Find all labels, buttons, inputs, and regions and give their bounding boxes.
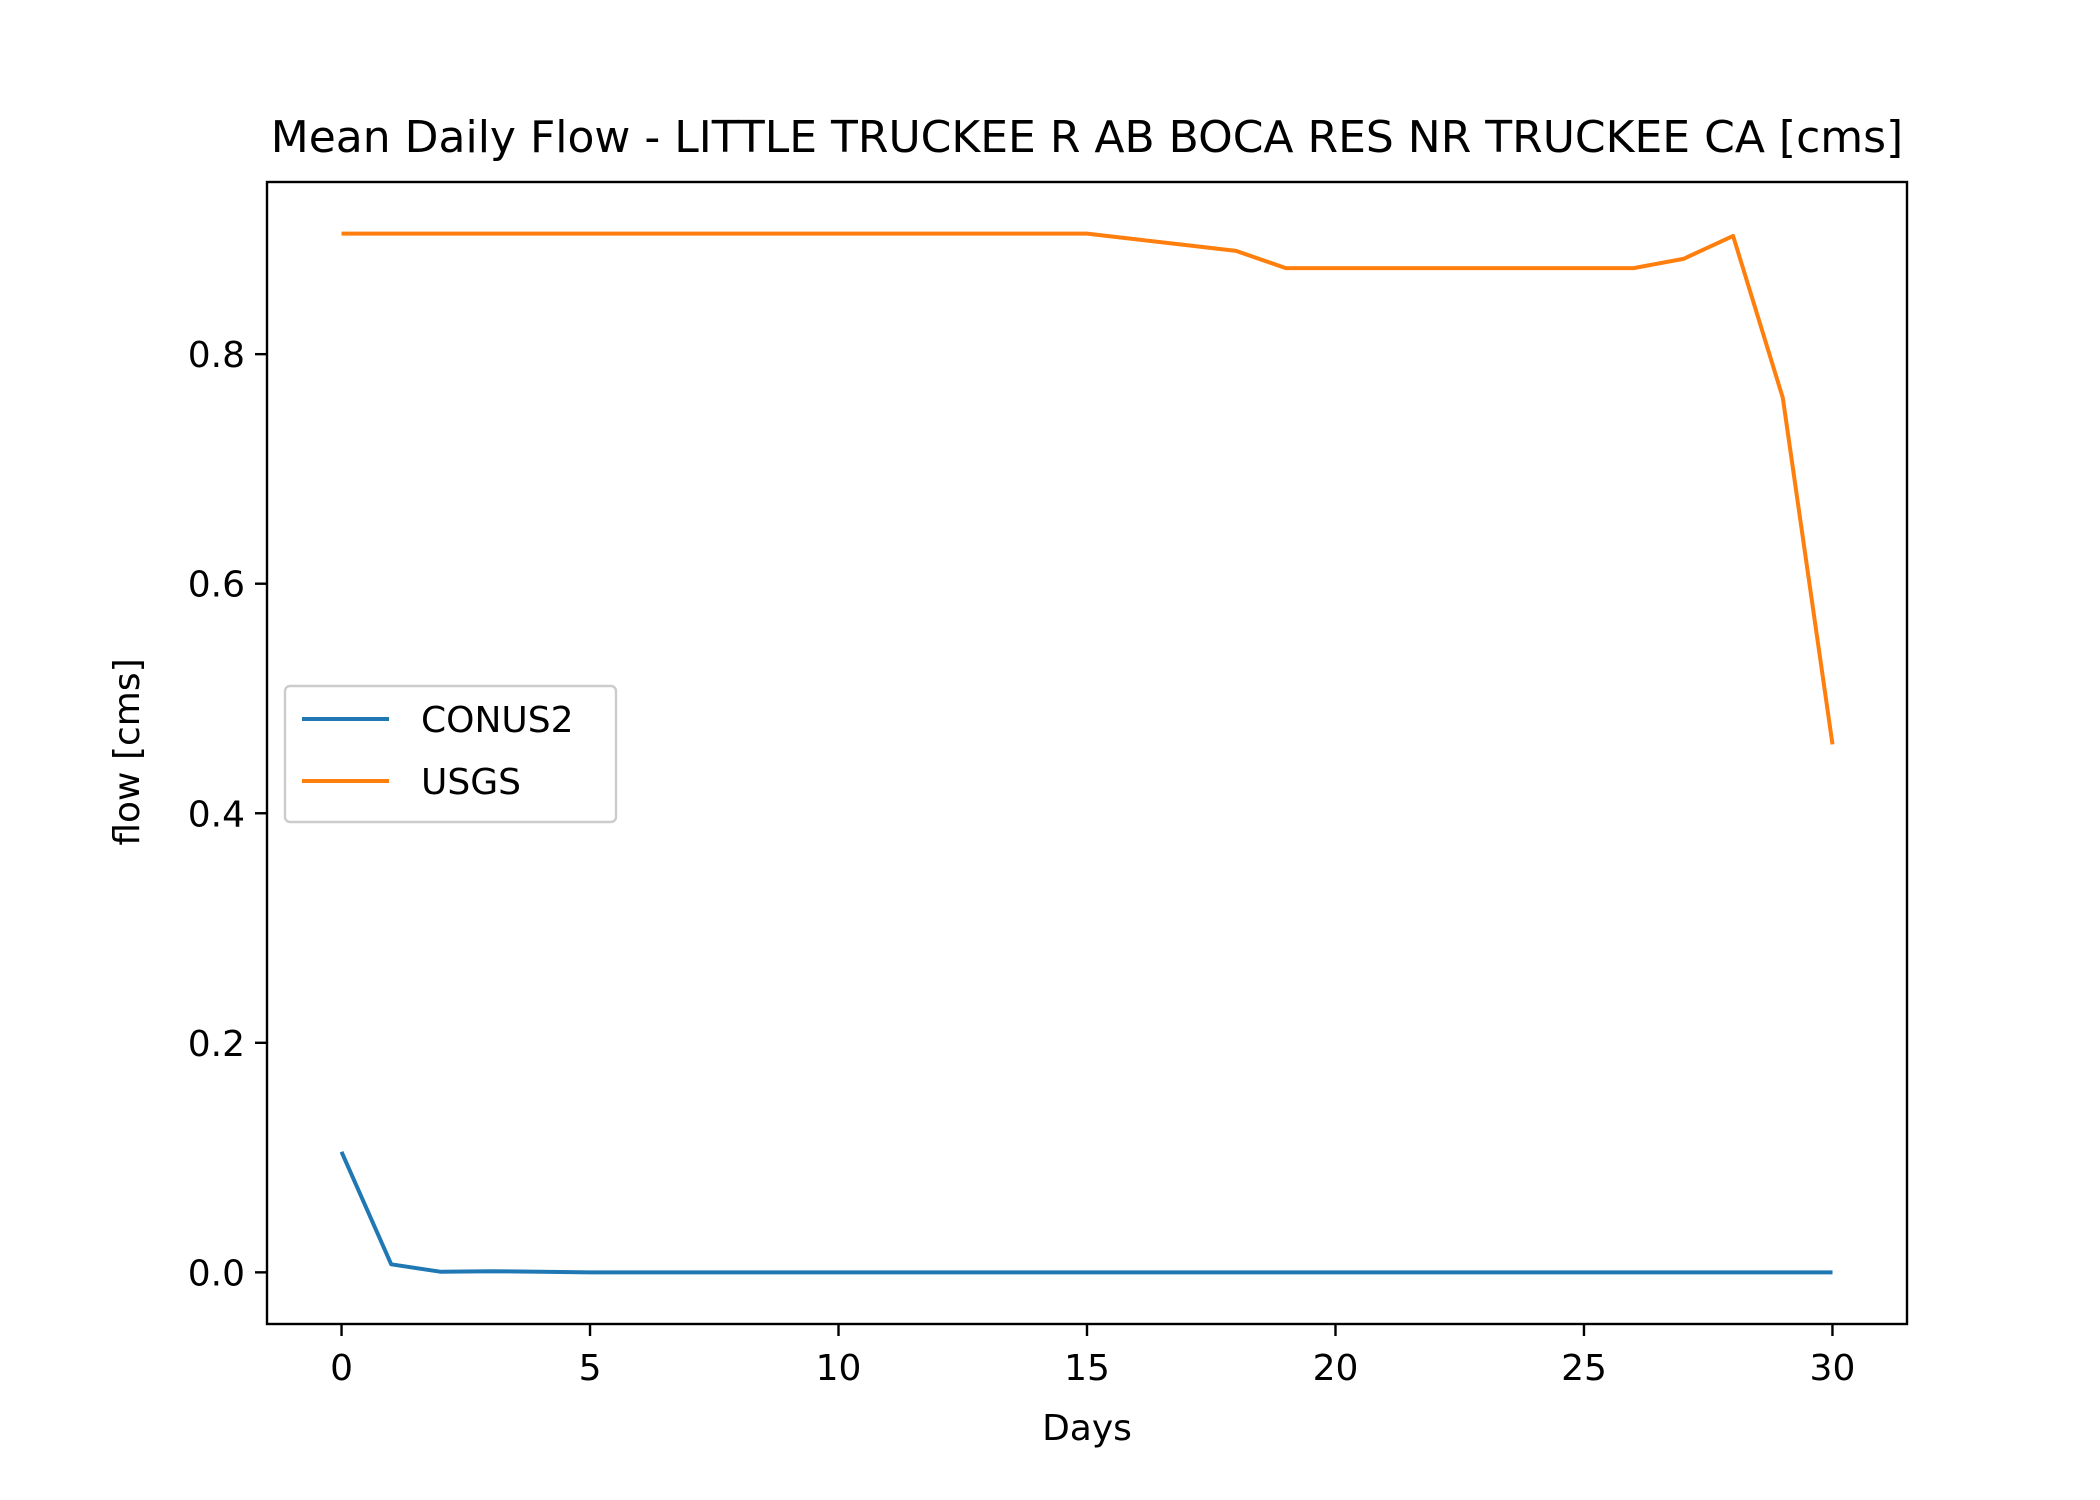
data-point	[1532, 266, 1536, 270]
data-point	[1383, 1270, 1387, 1274]
plot-area	[339, 231, 1835, 1275]
chart-title: Mean Daily Flow - LITTLE TRUCKEE R AB BO…	[271, 112, 1903, 163]
data-point	[986, 232, 990, 236]
data-point	[1532, 1270, 1536, 1274]
series-line-usgs	[341, 231, 1835, 745]
data-point	[1681, 257, 1685, 261]
data-point	[1184, 1270, 1188, 1274]
data-point	[1333, 266, 1337, 270]
data-point	[737, 232, 741, 236]
data-point	[1035, 1270, 1039, 1274]
data-point	[389, 232, 393, 236]
data-point	[1681, 1270, 1685, 1274]
x-tick-label: 0	[330, 1348, 353, 1389]
x-tick-label: 25	[1561, 1348, 1607, 1389]
data-point	[1135, 237, 1139, 241]
series-usgs	[340, 231, 1835, 746]
data-point	[1632, 1270, 1636, 1274]
data-point	[687, 1270, 691, 1274]
data-point	[837, 232, 841, 236]
data-point	[1582, 1270, 1586, 1274]
data-point	[389, 1262, 393, 1266]
data-point	[1284, 266, 1288, 270]
legend-label: CONUS2	[421, 700, 574, 741]
data-point	[489, 1269, 493, 1273]
data-point	[1035, 232, 1039, 236]
x-axis: 0 5 10 15 20 25 30	[330, 1324, 1855, 1389]
y-tick-label: 0.8	[188, 335, 245, 376]
x-tick-label: 20	[1313, 1348, 1359, 1389]
data-point	[787, 232, 791, 236]
data-point	[986, 1270, 990, 1274]
data-point	[538, 232, 542, 236]
data-point	[837, 1270, 841, 1274]
data-point	[936, 1270, 940, 1274]
data-point	[588, 1270, 592, 1274]
data-point	[538, 1270, 542, 1274]
x-tick-label: 30	[1810, 1348, 1856, 1389]
data-point	[1433, 1270, 1437, 1274]
data-point	[1333, 1270, 1337, 1274]
data-point	[737, 1270, 741, 1274]
data-point	[1582, 266, 1586, 270]
x-tick-label: 5	[579, 1348, 602, 1389]
data-point	[439, 232, 443, 236]
data-point	[1731, 234, 1735, 238]
data-point	[1234, 1270, 1238, 1274]
y-axis: 0.0 0.2 0.4 0.6 0.8	[188, 335, 267, 1294]
data-point	[936, 232, 940, 236]
x-tick-label: 10	[816, 1348, 862, 1389]
data-point	[687, 232, 691, 236]
data-point	[1135, 1270, 1139, 1274]
data-point	[1830, 742, 1834, 746]
data-point	[1383, 266, 1387, 270]
data-point	[1830, 1270, 1834, 1274]
data-point	[1284, 1270, 1288, 1274]
data-point	[1483, 1270, 1487, 1274]
data-point	[1184, 243, 1188, 247]
y-tick-label: 0.0	[188, 1253, 245, 1294]
data-point	[886, 1270, 890, 1274]
legend: CONUS2 USGS	[283, 684, 618, 824]
y-tick-label: 0.4	[188, 794, 245, 835]
data-point	[1781, 1270, 1785, 1274]
data-point	[1234, 249, 1238, 253]
data-point	[1632, 266, 1636, 270]
data-point	[638, 232, 642, 236]
data-point	[638, 1270, 642, 1274]
data-point	[1085, 1270, 1089, 1274]
data-point	[340, 1150, 344, 1154]
series-line-conus2	[339, 1150, 1833, 1275]
x-axis-label: Days	[1042, 1408, 1132, 1449]
data-point	[1731, 1270, 1735, 1274]
data-point	[340, 232, 344, 236]
legend-label: USGS	[421, 762, 521, 803]
y-tick-label: 0.2	[188, 1024, 245, 1065]
y-axis-label: flow [cms]	[107, 658, 148, 845]
data-point	[439, 1270, 443, 1274]
x-tick-label: 15	[1064, 1348, 1110, 1389]
series-conus2	[339, 1150, 1834, 1275]
data-point	[1781, 396, 1785, 400]
data-point	[588, 232, 592, 236]
plot-frame	[265, 180, 1909, 1326]
data-point	[1085, 232, 1089, 236]
data-point	[886, 232, 890, 236]
y-tick-label: 0.6	[188, 565, 245, 606]
data-point	[787, 1270, 791, 1274]
data-point	[1433, 266, 1437, 270]
data-point	[1483, 266, 1487, 270]
data-point	[489, 232, 493, 236]
